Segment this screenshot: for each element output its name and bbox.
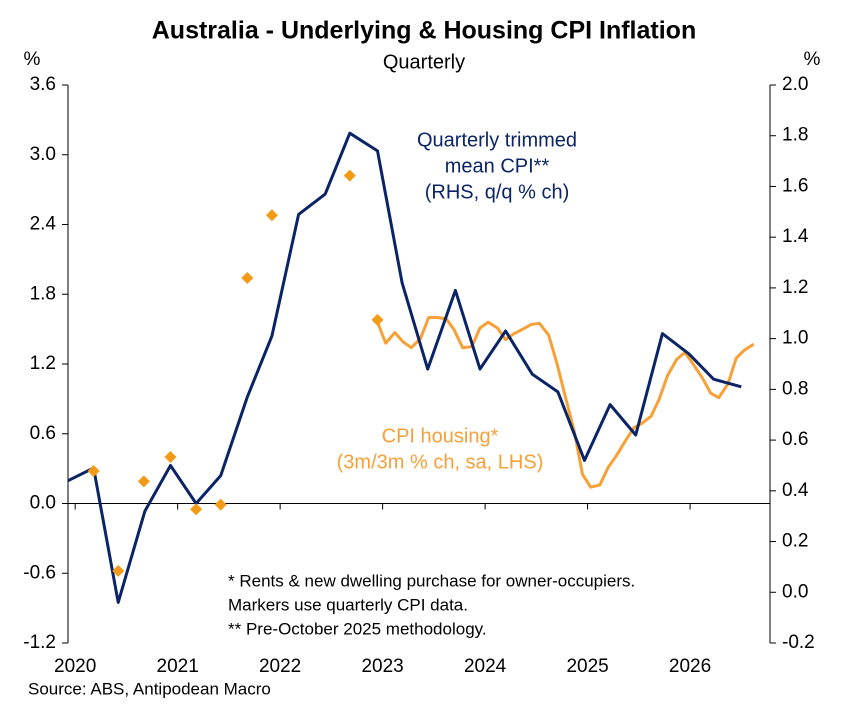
y-tick-label: 0.0 [30,493,56,514]
y2-tick-label: 0.0 [782,581,808,602]
series-line [376,316,755,489]
annotation: CPI housing* [382,425,499,447]
series-marker [214,498,227,511]
x-tick-label: 2024 [464,656,507,677]
y-tick-label: 1.2 [30,353,56,374]
series-marker [265,209,278,222]
x-tick-label: 2025 [566,656,608,677]
series-marker [241,271,254,284]
footnote: Markers use quarterly CPI data. [228,595,468,614]
source: Source: ABS, Antipodean Macro [28,679,271,698]
y2-tick-label: 0.8 [782,378,808,399]
y-tick-label: 2.4 [30,214,57,235]
annotation: (3m/3m % ch, sa, LHS) [337,451,544,473]
series-marker [371,313,384,326]
x-tick-label: 2023 [361,656,403,677]
y-tick-label: 1.8 [30,283,56,304]
series-marker [343,169,356,182]
annotation: (RHS, q/q % ch) [425,181,569,203]
x-tick-label: 2022 [259,656,301,677]
footnote: ** Pre-October 2025 methodology. [228,619,487,638]
y2-tick-label: -0.2 [782,632,815,653]
y-unit: % [24,49,41,70]
y-tick-label: -0.6 [23,562,56,583]
y2-tick-label: 2.0 [782,74,808,95]
series-marker [190,503,203,516]
x-tick-label: 2021 [157,656,199,677]
y2-tick-label: 1.2 [782,277,808,298]
footnote: * Rents & new dwelling purchase for owne… [228,571,635,590]
y2-tick-label: 1.6 [782,175,808,196]
series-marker [112,564,125,577]
annotation: Quarterly trimmed [417,129,577,151]
series-marker [164,451,177,463]
x-tick-label: 2026 [669,656,711,677]
series-marker [87,464,100,477]
y-tick-label: 3.0 [30,144,56,165]
y2-tick-label: 1.0 [782,328,808,349]
y-tick-label: -1.2 [23,632,56,653]
y2-tick-label: 1.4 [782,226,809,247]
y2-tick-label: 0.4 [782,480,809,501]
y-tick-label: 0.6 [30,423,56,444]
annotation: mean CPI** [445,155,550,177]
series-marker [137,475,150,488]
series-line [67,131,742,604]
y2-unit: % [804,49,821,70]
x-tick-label: 2020 [54,656,96,677]
y-tick-label: 3.6 [30,74,56,95]
y2-tick-label: 0.2 [782,531,808,552]
chart-subtitle: Quarterly [383,51,465,73]
y2-tick-label: 1.8 [782,125,808,146]
y2-tick-label: 0.6 [782,429,808,450]
chart-title: Australia - Underlying & Housing CPI Inf… [152,17,696,45]
